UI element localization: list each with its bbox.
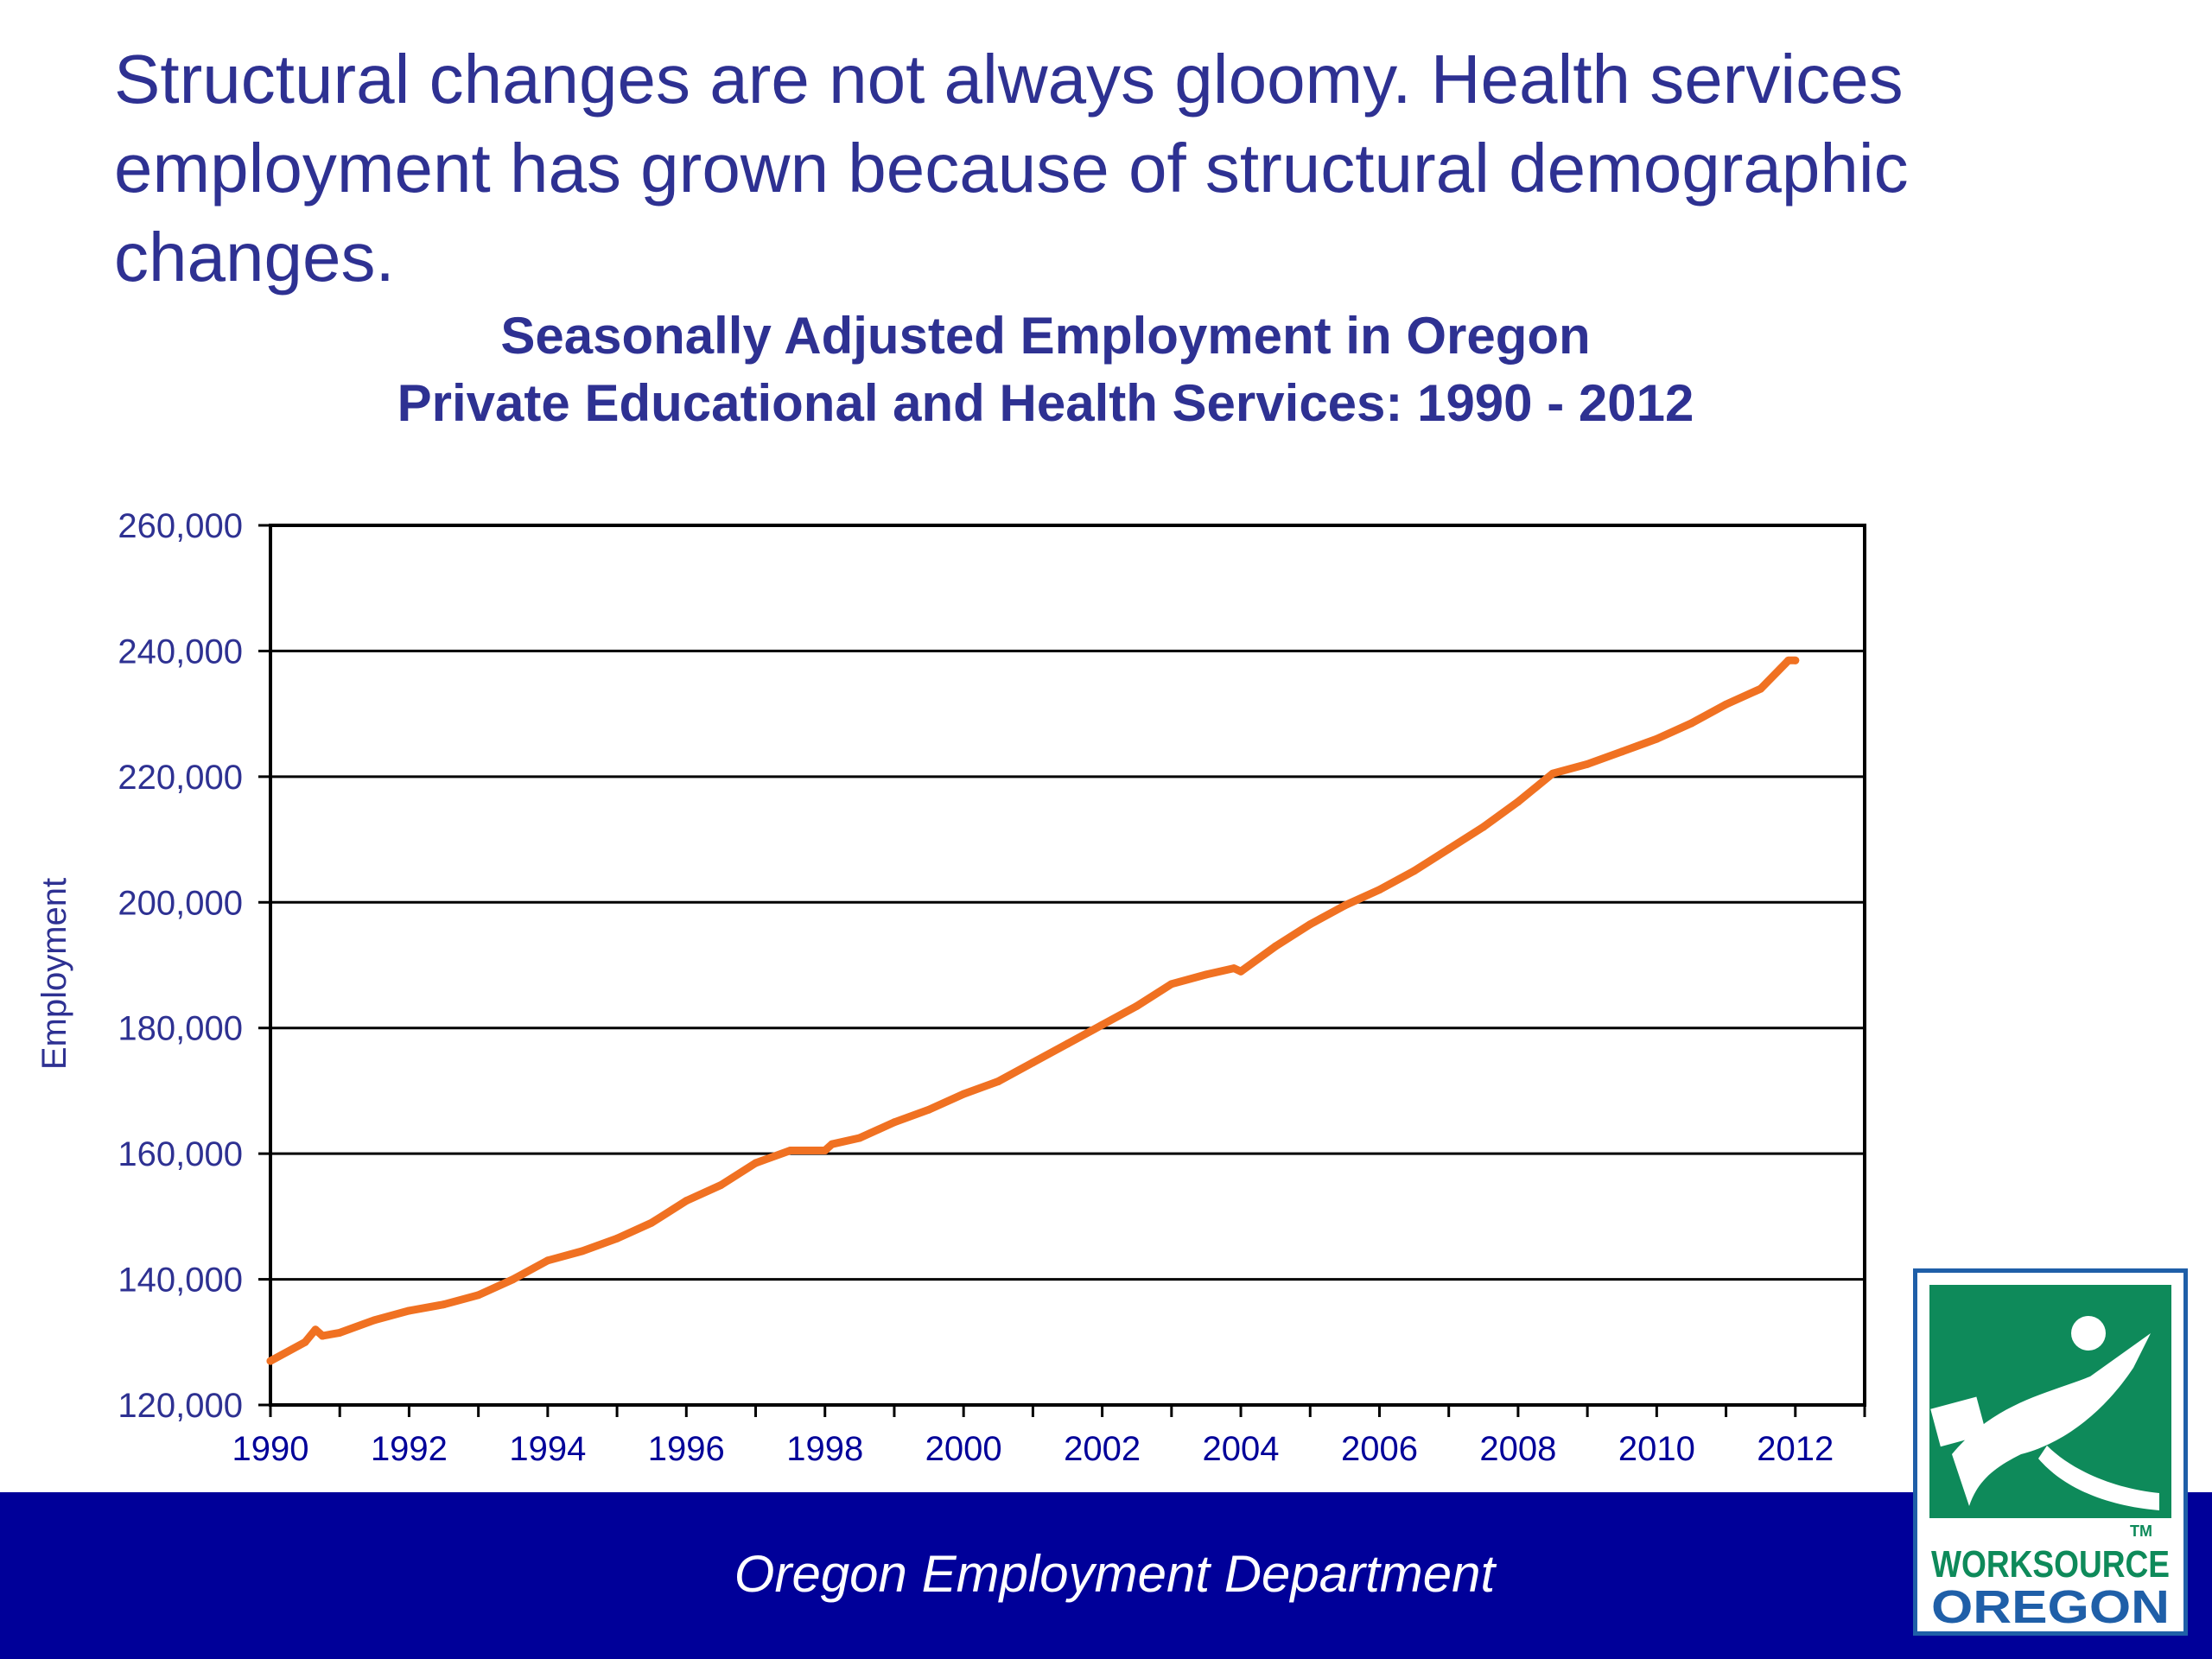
series-point: [959, 1090, 968, 1098]
logo-head: [2071, 1316, 2106, 1351]
y-tick-label: 160,000: [118, 1135, 243, 1173]
x-tick-label: 1996: [648, 1430, 725, 1468]
worksource-oregon-logo: TM WORKSOURCE OREGON: [1913, 1268, 2188, 1636]
series-point: [440, 1300, 448, 1309]
footer-bar: [0, 1492, 2212, 1659]
x-axis-ticks: 1990 1992 1994 1996 1998 2000 2002 2004 2006 2008…: [232, 1405, 1866, 1468]
series-point: [1410, 867, 1419, 875]
series-point: [821, 1147, 830, 1155]
x-tick-label: 1990: [232, 1430, 309, 1468]
series-point: [1133, 1001, 1141, 1010]
series-point: [1618, 747, 1626, 756]
series-point: [1028, 1058, 1037, 1067]
employment-line-chart: 120,000 140,000 160,000 180,000 200,000 220,0…: [35, 507, 1866, 1468]
series-point: [1167, 980, 1176, 988]
series-point: [1791, 656, 1800, 664]
series-point: [1098, 1020, 1107, 1029]
series-point: [266, 1357, 275, 1365]
series-point: [855, 1134, 864, 1142]
series-point: [925, 1105, 933, 1114]
series-point: [543, 1256, 552, 1265]
y-tick-label: 200,000: [118, 884, 243, 922]
y-tick-label: 240,000: [118, 632, 243, 671]
series-point: [301, 1338, 309, 1346]
footer-text: Oregon Employment Department: [734, 1545, 1496, 1603]
chart-subtitle: Private Educational and Health Services:…: [397, 374, 1694, 432]
chart-title: Seasonally Adjusted Employment in Oregon: [500, 307, 1591, 365]
series-point: [1722, 700, 1731, 709]
series-point: [1583, 760, 1592, 768]
logo-text-worksource: WORKSOURCE: [1931, 1543, 2170, 1586]
series-point: [1375, 886, 1383, 894]
x-tick-label: 2008: [1479, 1430, 1556, 1468]
series-point: [1652, 734, 1661, 743]
series-point: [1548, 769, 1557, 778]
x-tick-label: 1994: [509, 1430, 586, 1468]
series-point: [1064, 1039, 1071, 1048]
series-point: [578, 1247, 587, 1255]
y-axis-label: Employment: [35, 878, 73, 1070]
series-point: [716, 1181, 725, 1189]
series-point: [890, 1118, 899, 1127]
x-tick-label: 2004: [1203, 1430, 1280, 1468]
series-point: [311, 1325, 320, 1334]
series-point: [1271, 942, 1280, 950]
y-axis-ticks: 120,000 140,000 160,000 180,000 200,000 220,0…: [118, 507, 270, 1425]
y-tick-label: 260,000: [118, 507, 243, 545]
logo-figure: [1952, 1333, 2151, 1506]
y-tick-label: 140,000: [118, 1262, 243, 1300]
x-tick-label: 2012: [1757, 1430, 1834, 1468]
series-point: [1230, 964, 1238, 973]
series-point: [613, 1234, 621, 1243]
series-point: [994, 1077, 1002, 1086]
series-point: [682, 1197, 690, 1205]
series-point: [1757, 684, 1765, 693]
series-point: [647, 1218, 656, 1227]
x-tick-label: 2006: [1341, 1430, 1418, 1468]
x-tick-label: 2010: [1618, 1430, 1695, 1468]
series-point: [404, 1306, 413, 1315]
series-point: [1306, 920, 1314, 929]
series-point: [1202, 970, 1211, 979]
series-point: [370, 1316, 378, 1325]
series-point: [1236, 967, 1245, 976]
x-tick-label: 1998: [786, 1430, 863, 1468]
logo-tm: TM: [2130, 1522, 2152, 1540]
x-tick-label: 2000: [925, 1430, 1002, 1468]
series-point: [474, 1291, 483, 1300]
y-tick-label: 180,000: [118, 1010, 243, 1048]
series-point: [318, 1332, 327, 1340]
x-tick-label: 2002: [1064, 1430, 1141, 1468]
gridlines: [270, 649, 1865, 1281]
plot-frame: [269, 524, 1866, 1407]
series-point: [1445, 844, 1453, 853]
logo-text-oregon: OREGON: [1931, 1581, 2170, 1631]
series-point: [1784, 656, 1793, 664]
slide-headline: Structural changes are not always gloomy…: [114, 41, 1909, 296]
chart-title-block: Seasonally Adjusted Employment in Oregon…: [0, 302, 2091, 437]
series-point: [752, 1159, 760, 1167]
series-point: [1687, 719, 1695, 728]
series-point: [509, 1275, 518, 1284]
series-point: [1514, 798, 1522, 806]
series-points: [266, 656, 1800, 1365]
series-point: [1479, 823, 1488, 831]
series-point: [335, 1328, 344, 1337]
y-tick-label: 220,000: [118, 759, 243, 797]
series-point: [828, 1140, 836, 1148]
series-point: [1340, 901, 1349, 910]
employment-series-line: [266, 656, 1800, 1365]
logo-box: [1930, 1396, 1986, 1447]
y-tick-label: 120,000: [118, 1387, 243, 1425]
x-tick-label: 1992: [371, 1430, 448, 1468]
series-point: [786, 1147, 795, 1155]
